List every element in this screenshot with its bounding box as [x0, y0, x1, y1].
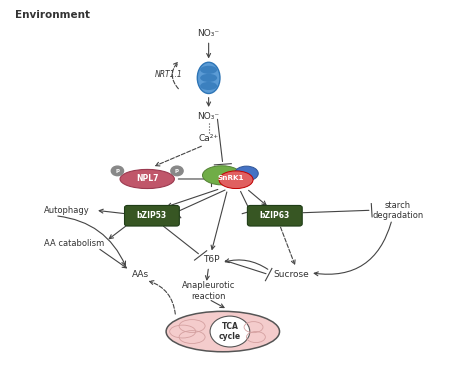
Text: p: p — [116, 168, 119, 173]
Circle shape — [111, 166, 124, 176]
Text: Sucrose: Sucrose — [273, 270, 309, 279]
Circle shape — [210, 316, 250, 347]
Text: bZIP63: bZIP63 — [260, 211, 290, 220]
Text: SnRK1: SnRK1 — [217, 175, 244, 181]
Ellipse shape — [166, 311, 280, 352]
Ellipse shape — [202, 166, 241, 185]
Text: NPL7: NPL7 — [136, 175, 158, 183]
Text: Environment: Environment — [15, 10, 90, 20]
Text: T6P: T6P — [203, 255, 219, 264]
Ellipse shape — [235, 166, 258, 181]
Text: AAs: AAs — [132, 270, 149, 279]
Text: p: p — [175, 168, 179, 173]
Ellipse shape — [219, 171, 253, 189]
Ellipse shape — [197, 62, 220, 93]
Text: bZIP53: bZIP53 — [137, 211, 167, 220]
Text: Autophagy: Autophagy — [44, 206, 90, 215]
Ellipse shape — [120, 169, 174, 189]
Text: TCA
cycle: TCA cycle — [219, 322, 241, 341]
FancyBboxPatch shape — [247, 206, 302, 226]
Text: AA catabolism: AA catabolism — [44, 239, 104, 248]
Ellipse shape — [200, 66, 217, 74]
Text: NO₃⁻: NO₃⁻ — [198, 29, 220, 38]
Text: NRT1.1: NRT1.1 — [155, 70, 182, 79]
Ellipse shape — [200, 74, 217, 82]
Circle shape — [171, 166, 183, 176]
Ellipse shape — [200, 82, 217, 90]
Text: NO₃⁻: NO₃⁻ — [198, 112, 220, 121]
Text: Ca²⁺: Ca²⁺ — [199, 134, 219, 143]
FancyBboxPatch shape — [125, 206, 179, 226]
Text: starch
degradation: starch degradation — [372, 200, 423, 220]
Text: Anapleurotic
reaction: Anapleurotic reaction — [182, 282, 235, 301]
